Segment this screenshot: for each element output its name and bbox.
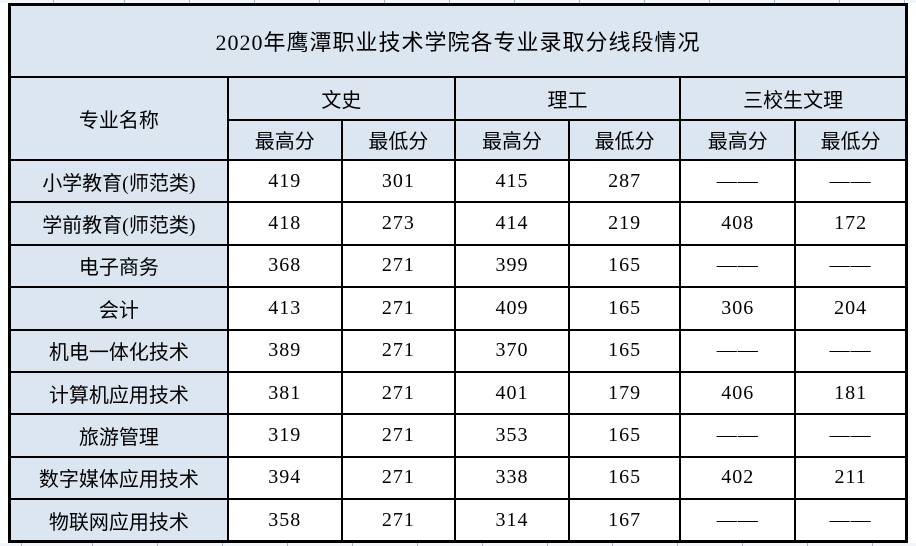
- score-cell: 306: [679, 286, 797, 331]
- spreadsheet-gridline-strip-bottom: [0, 543, 916, 546]
- table-row: 数字媒体应用技术 394 271 338 165 402 211: [8, 455, 908, 501]
- score-cell: 204: [794, 286, 908, 331]
- table-title-row: 2020年鹰潭职业技术学院各专业录取分线段情况: [8, 3, 908, 79]
- score-cell: ——: [679, 243, 797, 289]
- table-row: 会计 413 271 409 165 306 204: [8, 286, 908, 331]
- score-cell: 165: [568, 243, 682, 289]
- score-cell: 271: [340, 413, 456, 458]
- score-cell: 271: [340, 243, 456, 289]
- table-header-groups-row: 专业名称 文史 理工 三校生文理: [8, 76, 908, 161]
- spreadsheet-gridline-strip-top: [0, 0, 916, 3]
- score-cell: 271: [340, 455, 456, 501]
- row-label: 物联网应用技术: [8, 498, 229, 543]
- score-cell: 368: [226, 243, 343, 289]
- score-cell: ——: [794, 158, 908, 204]
- subheader-liberal-arts-max: 最高分: [226, 118, 343, 161]
- column-group-science: 理工: [453, 76, 682, 121]
- row-label: 旅游管理: [8, 413, 229, 458]
- row-label: 小学教育(师范类): [8, 158, 229, 204]
- score-cell: 370: [453, 328, 571, 373]
- score-cell: ——: [679, 158, 797, 204]
- score-cell: 394: [226, 455, 343, 501]
- score-cell: ——: [679, 498, 797, 543]
- table-row: 学前教育(师范类) 418 273 414 219 408 172: [8, 201, 908, 246]
- score-cell: ——: [679, 413, 797, 458]
- subheader-science-max: 最高分: [453, 118, 571, 161]
- score-cell: 401: [453, 370, 571, 416]
- score-cell: 172: [794, 201, 908, 246]
- score-cell: ——: [794, 498, 908, 543]
- table-title: 2020年鹰潭职业技术学院各专业录取分线段情况: [8, 3, 908, 79]
- score-cell: 319: [226, 413, 343, 458]
- score-cell: 338: [453, 455, 571, 501]
- score-cell: 419: [226, 158, 343, 204]
- score-cell: 414: [453, 201, 571, 246]
- table-header-subs-row: 最高分 最低分 最高分 最低分 最高分 最低分: [10, 118, 908, 161]
- score-cell: 271: [340, 328, 456, 373]
- score-cell: 402: [679, 455, 797, 501]
- table-row: 机电一体化技术 389 271 370 165 —— ——: [8, 328, 908, 373]
- row-label: 数字媒体应用技术: [8, 455, 229, 501]
- score-cell: 165: [568, 328, 682, 373]
- score-cell: 179: [568, 370, 682, 416]
- row-label: 计算机应用技术: [8, 370, 229, 416]
- score-cell: ——: [794, 243, 908, 289]
- score-cell: 418: [226, 201, 343, 246]
- score-cell: 271: [340, 286, 456, 331]
- score-cell: 415: [453, 158, 571, 204]
- table-row: 旅游管理 319 271 353 165 —— ——: [8, 413, 908, 458]
- score-cell: 165: [568, 455, 682, 501]
- score-cell: 389: [226, 328, 343, 373]
- score-cell: 409: [453, 286, 571, 331]
- score-cell: 167: [568, 498, 682, 543]
- row-label: 学前教育(师范类): [8, 201, 229, 246]
- score-cell: 381: [226, 370, 343, 416]
- table-row: 小学教育(师范类) 419 301 415 287 —— ——: [8, 158, 908, 204]
- admission-score-table: 2020年鹰潭职业技术学院各专业录取分线段情况 专业名称 文史 理工 三校生文理…: [8, 3, 908, 543]
- score-cell: 271: [340, 370, 456, 416]
- column-group-three-school: 三校生文理: [679, 76, 908, 121]
- score-cell: 219: [568, 201, 682, 246]
- score-cell: ——: [794, 413, 908, 458]
- subheader-three-school-min: 最低分: [794, 118, 908, 161]
- score-cell: 287: [568, 158, 682, 204]
- score-cell: ——: [794, 328, 908, 373]
- score-cell: 271: [340, 498, 456, 543]
- score-cell: 211: [794, 455, 908, 501]
- score-cell: 353: [453, 413, 571, 458]
- score-cell: 181: [794, 370, 908, 416]
- score-cell: 165: [568, 413, 682, 458]
- score-cell: 165: [568, 286, 682, 331]
- subheader-three-school-max: 最高分: [679, 118, 797, 161]
- subheader-liberal-arts-min: 最低分: [340, 118, 456, 161]
- score-cell: 408: [679, 201, 797, 246]
- score-cell: 413: [226, 286, 343, 331]
- table-row: 物联网应用技术 358 271 314 167 —— ——: [8, 498, 908, 543]
- score-cell: 358: [226, 498, 343, 543]
- row-label: 电子商务: [8, 243, 229, 289]
- score-cell: ——: [679, 328, 797, 373]
- row-label: 机电一体化技术: [8, 328, 229, 373]
- column-header-major-name: 专业名称: [8, 76, 229, 161]
- row-label: 会计: [8, 286, 229, 331]
- table-row: 计算机应用技术 381 271 401 179 406 181: [8, 370, 908, 416]
- score-cell: 301: [340, 158, 456, 204]
- score-cell: 273: [340, 201, 456, 246]
- score-cell: 406: [679, 370, 797, 416]
- score-cell: 314: [453, 498, 571, 543]
- subheader-science-min: 最低分: [568, 118, 682, 161]
- column-group-liberal-arts: 文史: [226, 76, 456, 121]
- score-cell: 399: [453, 243, 571, 289]
- table-row: 电子商务 368 271 399 165 —— ——: [8, 243, 908, 289]
